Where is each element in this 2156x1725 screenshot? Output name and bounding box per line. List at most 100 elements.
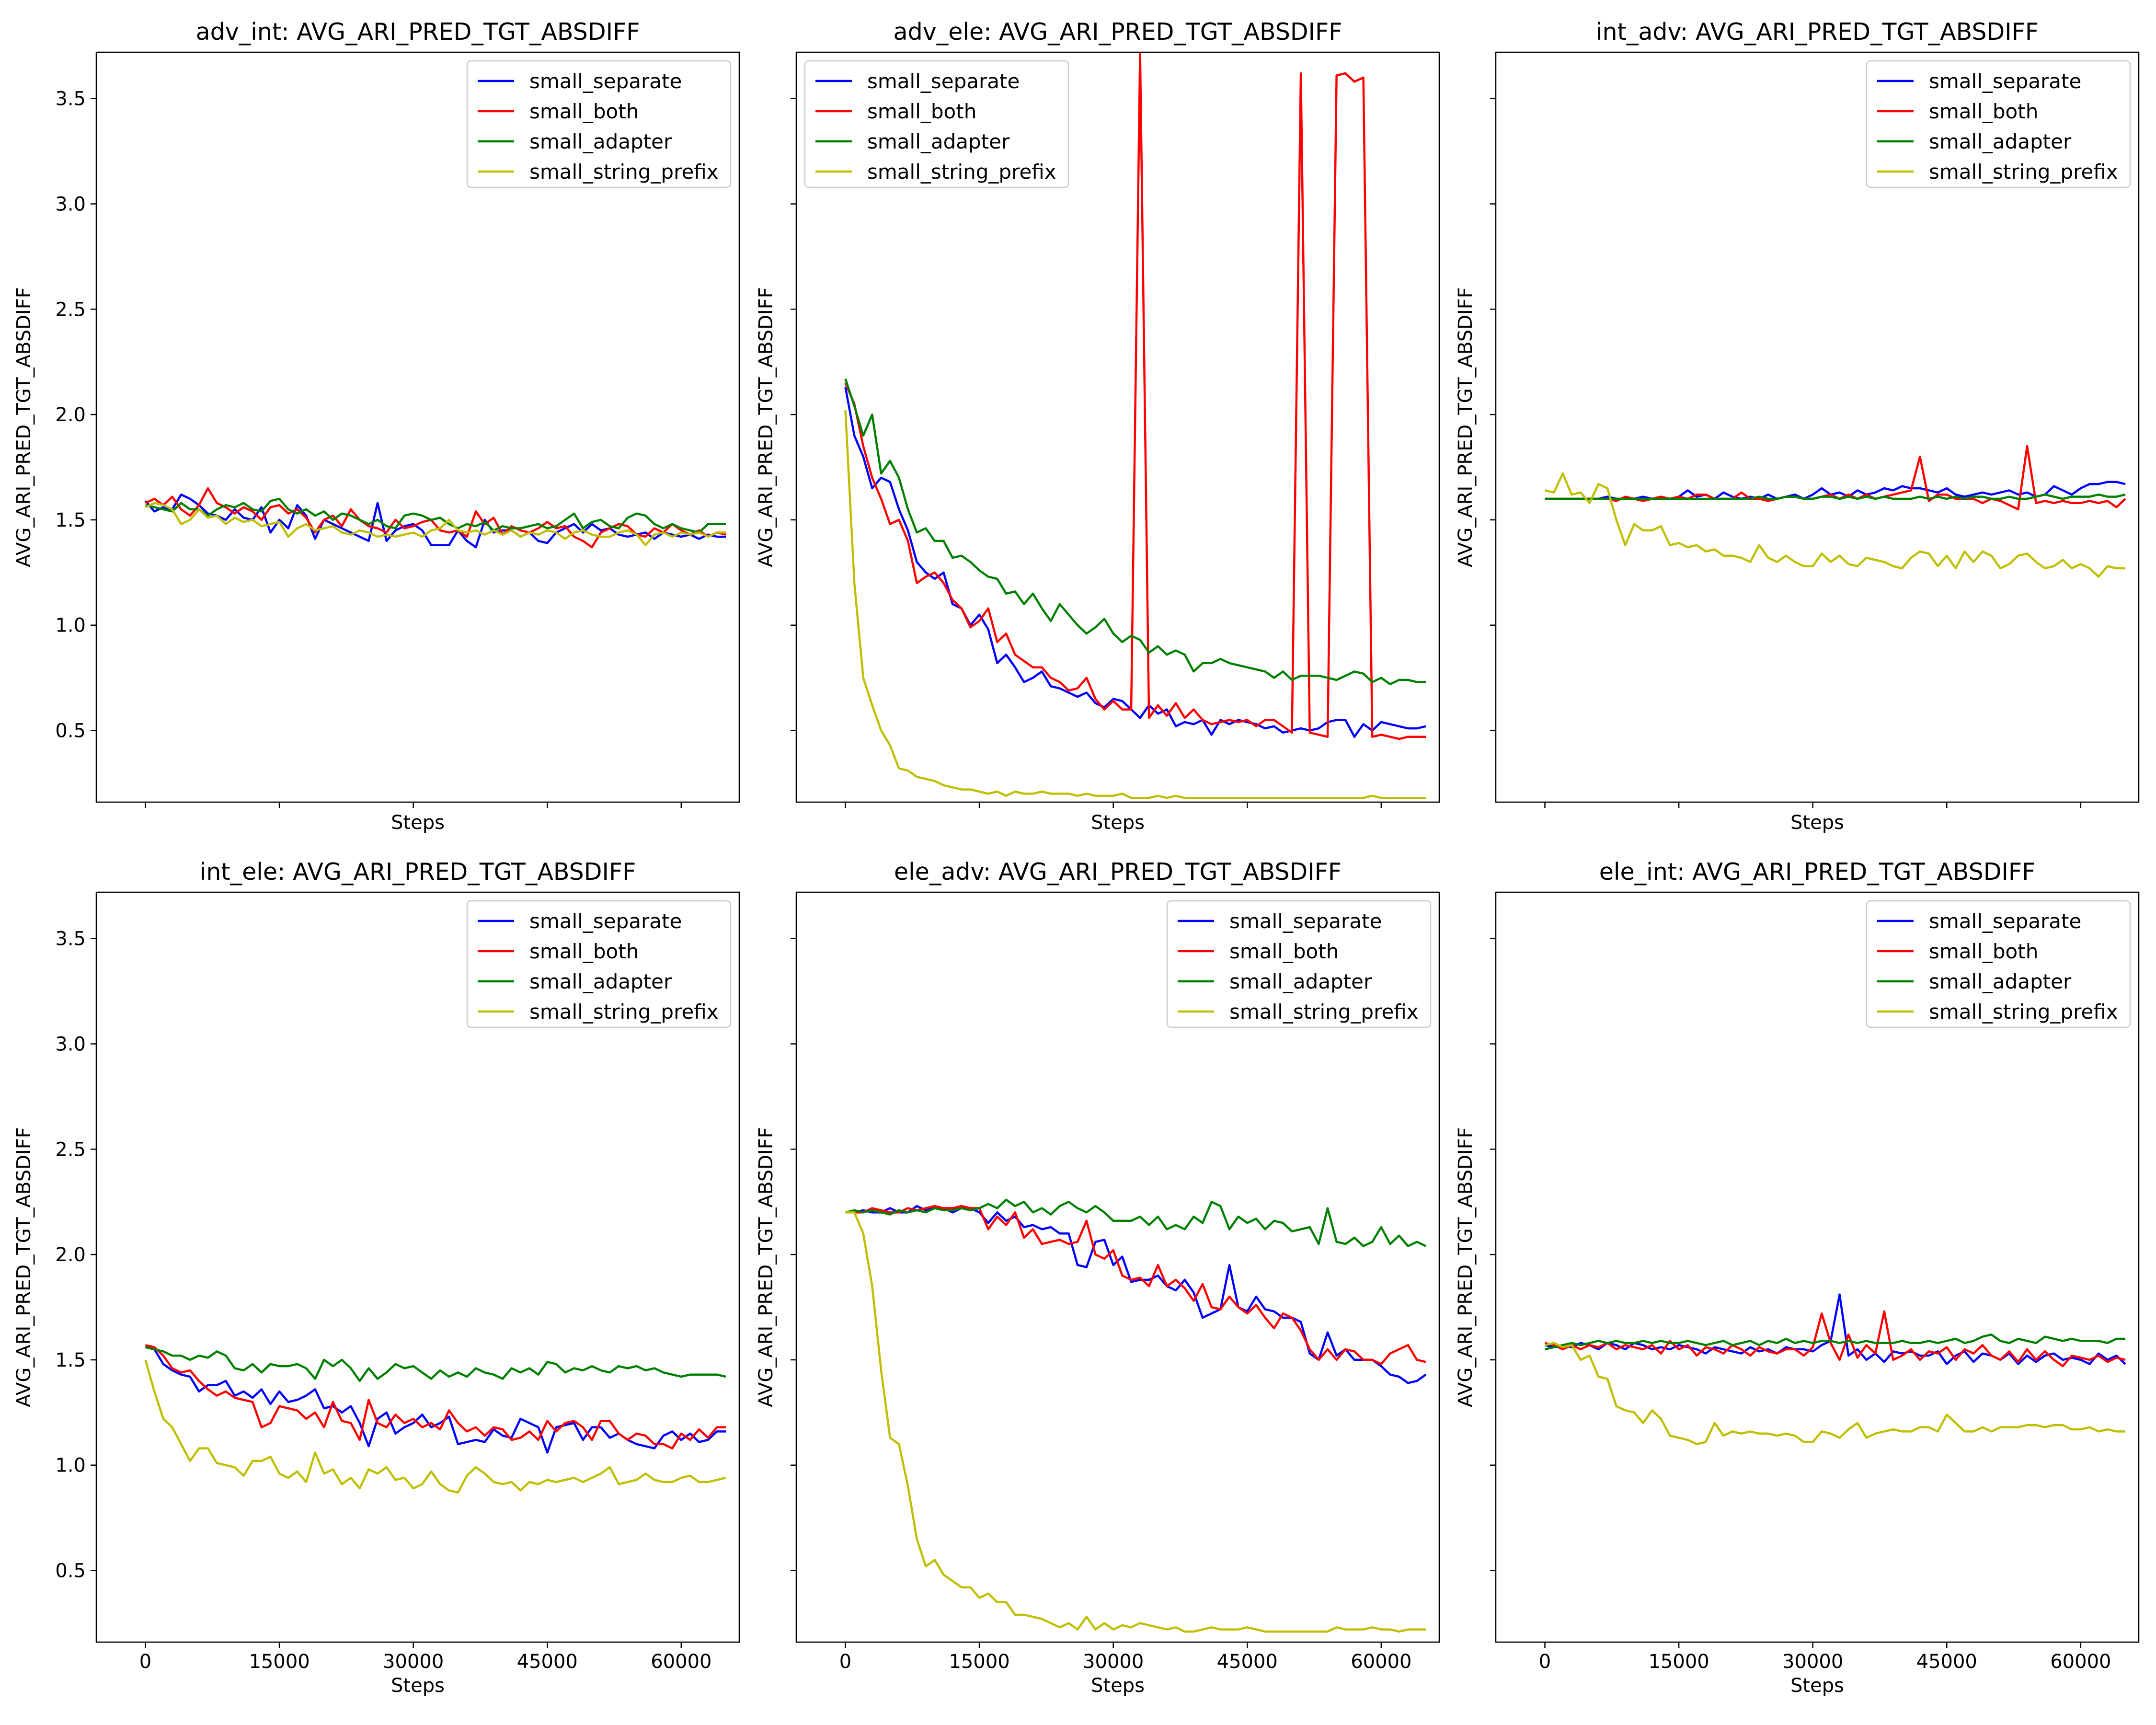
x-axis-label: Steps [1091, 812, 1145, 834]
legend-entry: small_separate [529, 69, 682, 93]
y-tick-label: 3.0 [55, 1034, 86, 1056]
y-tick-label: 1.0 [55, 615, 86, 637]
y-tick-label: 3.5 [55, 928, 86, 950]
x-tick-label: 45000 [1217, 1651, 1278, 1673]
series-group [144, 1344, 726, 1494]
x-axis-label: Steps [1091, 1675, 1145, 1697]
legend-entry: small_string_prefix [1229, 1000, 1419, 1024]
subplot-1: adv_int: AVG_ARI_PRED_TGT_ABSDIFF 0.5 1.0 1… [13, 18, 740, 834]
y-tick-label: 3.0 [55, 194, 86, 216]
series-line-small_both [845, 1205, 1426, 1365]
series-group [844, 52, 1426, 799]
y-tick-label: 2.0 [55, 404, 86, 426]
legend-entry: small_adapter [1229, 970, 1372, 993]
subplot-2: adv_ele: AVG_ARI_PRED_TGT_ABSDIFF Steps AV… [755, 18, 1440, 834]
series-line-small_string_prefix [144, 1359, 726, 1494]
x-tick-label: 0 [1539, 1651, 1551, 1673]
plot-frame [95, 51, 740, 803]
subplot-5: ele_adv: AVG_ARI_PRED_TGT_ABSDIFF 0 15000 3… [755, 858, 1440, 1697]
y-tick-label: 3.5 [55, 88, 86, 110]
series-line-small_both [145, 487, 726, 549]
x-tick-label: 60000 [1351, 1651, 1411, 1673]
subplot-title: int_adv: AVG_ARI_PRED_TGT_ABSDIFF [1596, 18, 2039, 46]
subplot-title: adv_ele: AVG_ARI_PRED_TGT_ABSDIFF [894, 18, 1342, 46]
y-tick-label: 2.5 [55, 299, 86, 321]
plot-frame [795, 51, 1440, 803]
series-group [845, 1198, 1427, 1633]
series-group [1544, 1293, 2126, 1446]
series-line-small_string_prefix [145, 502, 726, 546]
legend-entry: small_both [867, 100, 976, 123]
x-tick-label: 60000 [651, 1651, 711, 1673]
x-tick-label: 30000 [1782, 1651, 1843, 1673]
legend-entry: small_separate [529, 909, 682, 933]
series-line-small_both [145, 1344, 726, 1449]
y-axis-label: AVG_ARI_PRED_TGT_ABSDIFF [13, 1127, 35, 1407]
legend: small_separate small_both small_adaptersma… [1866, 900, 2131, 1028]
legend-entry: small_string_prefix [529, 160, 719, 184]
series-line-small_string_prefix [844, 410, 1426, 799]
x-axis-label: Steps [391, 812, 445, 834]
series-line-small_adapter [145, 1346, 726, 1382]
legend-entry: small_string_prefix [867, 160, 1056, 184]
legend-entry: small_string_prefix [1929, 160, 2118, 184]
subplot-6: ele_int: AVG_ARI_PRED_TGT_ABSDIFF 0 15000 3… [1455, 858, 2140, 1697]
series-line-small_adapter [145, 497, 726, 534]
legend: small_separate small_both small_adaptersma… [804, 60, 1069, 188]
series-line-small_separate [145, 1346, 726, 1454]
series-line-small_adapter [1545, 493, 2126, 500]
plot-frame [1495, 891, 2140, 1643]
legend-box [1866, 900, 2131, 1028]
legend-entry: small_adapter [1929, 130, 2072, 153]
legend-entry: small_separate [1929, 69, 2081, 93]
x-tick-label: 15000 [1648, 1651, 1709, 1673]
legend-entry: small_separate [867, 69, 1020, 93]
y-tick-label: 1.5 [55, 509, 86, 531]
legend-box [466, 60, 732, 188]
subplot-title: ele_int: AVG_ARI_PRED_TGT_ABSDIFF [1599, 858, 2036, 886]
legend-entry: small_string_prefix [529, 1000, 719, 1024]
x-tick-label: 60000 [2050, 1651, 2111, 1673]
series-line-small_separate [1545, 481, 2126, 500]
legend-box [804, 60, 1069, 188]
legend-box [1166, 900, 1432, 1028]
y-axis-label: AVG_ARI_PRED_TGT_ABSDIFF [13, 287, 35, 567]
series-line-small_string_prefix [1544, 1342, 2125, 1446]
x-tick-label: 45000 [517, 1651, 578, 1673]
plot-frame [795, 891, 1440, 1643]
y-axis-label: AVG_ARI_PRED_TGT_ABSDIFF [1455, 287, 1477, 567]
legend-entry: small_separate [1229, 909, 1382, 933]
y-axis-label: AVG_ARI_PRED_TGT_ABSDIFF [1455, 1127, 1477, 1407]
x-tick-label: 0 [139, 1651, 151, 1673]
series-line-small_separate [844, 387, 1426, 738]
series-line-small_both [844, 52, 1426, 740]
y-tick-label: 2.5 [55, 1138, 86, 1161]
y-axis-label: AVG_ARI_PRED_TGT_ABSDIFF [755, 287, 777, 567]
series-group [1544, 445, 2126, 578]
x-axis-label: Steps [1790, 1675, 1844, 1697]
plot-frame [1495, 51, 2140, 803]
subplot-3: int_adv: AVG_ARI_PRED_TGT_ABSDIFF Steps AV… [1455, 18, 2140, 834]
x-tick-label: 30000 [1083, 1651, 1144, 1673]
y-tick-label: 0.5 [55, 720, 86, 742]
series-line-small_separate [144, 493, 726, 549]
x-axis-label: Steps [391, 1675, 445, 1697]
series-group [144, 487, 726, 549]
y-tick-label: 0.5 [55, 1560, 86, 1582]
subplot-4: int_ele: AVG_ARI_PRED_TGT_ABSDIFF 0 15000 3… [13, 858, 740, 1697]
y-tick-label: 1.5 [55, 1349, 86, 1371]
legend-entry: small_both [1929, 100, 2038, 123]
series-line-small_adapter [1544, 1333, 2125, 1351]
subplot-title: adv_int: AVG_ARI_PRED_TGT_ABSDIFF [196, 18, 640, 46]
series-line-small_string_prefix [1544, 472, 2125, 578]
x-tick-label: 45000 [1916, 1651, 1977, 1673]
legend-entry: small_adapter [867, 130, 1010, 153]
series-line-small_adapter [844, 378, 1426, 686]
x-tick-label: 15000 [249, 1651, 310, 1673]
series-line-small_adapter [845, 1198, 1426, 1247]
legend-box [1866, 60, 2131, 188]
x-tick-label: 30000 [383, 1651, 444, 1673]
legend: small_separate small_both small_adaptersma… [466, 60, 732, 188]
x-tick-label: 0 [839, 1651, 851, 1673]
